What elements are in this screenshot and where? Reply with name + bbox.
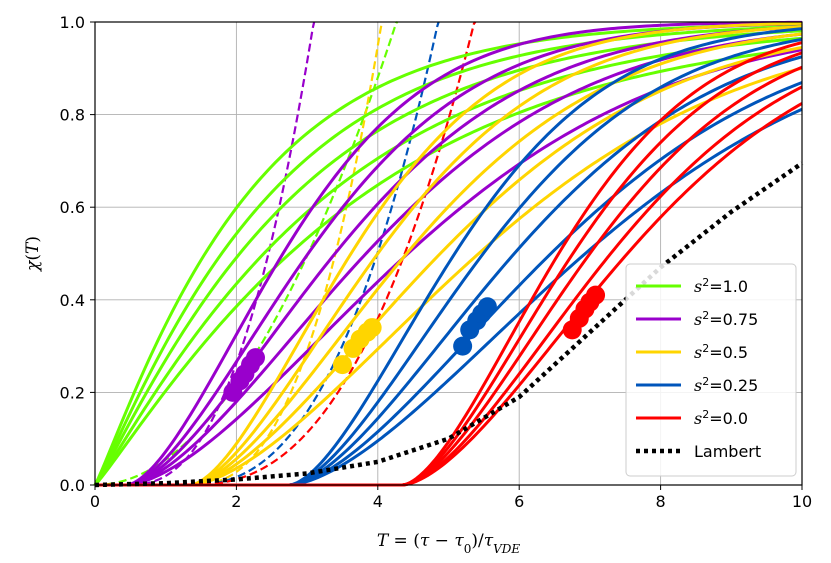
legend: s2=1.0 s2=0.75 s2=0.5 s2=0.25 s2=0.0 Lambert <box>625 263 797 477</box>
series-curve <box>95 25 803 487</box>
y-tick-label: 0.6 <box>60 198 85 217</box>
x-tick-label: 4 <box>373 492 383 511</box>
y-axis-label: χ(T) <box>23 236 43 272</box>
data-point <box>362 318 382 338</box>
data-point <box>477 297 497 317</box>
data-point <box>245 348 265 368</box>
markers <box>223 285 606 402</box>
data-point <box>453 336 473 356</box>
svg-text:χ(T): χ(T) <box>23 236 43 272</box>
series-curve <box>95 20 803 487</box>
x-tick-labels: 0 2 4 6 8 10 <box>90 492 812 511</box>
data-point <box>586 285 606 305</box>
x-tick-label: 6 <box>514 492 524 511</box>
legend-box <box>625 263 797 477</box>
series-curve <box>95 21 803 487</box>
legend-label: s2=0.25 <box>694 375 758 396</box>
svg-text:T = (τ − τ0)/τVDE: T = (τ − τ0)/τVDE <box>377 531 521 556</box>
y-tick-label: 0.2 <box>60 383 85 402</box>
data-point <box>332 355 352 375</box>
legend-label: Lambert <box>694 442 761 461</box>
series-curve <box>93 25 803 486</box>
dashed-curve <box>95 21 440 487</box>
y-tick-label: 0.4 <box>60 291 85 310</box>
y-tick-label: 0.0 <box>60 476 85 495</box>
dashed-curve <box>95 21 384 487</box>
legend-label: s2=0.5 <box>694 342 748 363</box>
x-tick-label: 2 <box>231 492 241 511</box>
x-tick-label: 8 <box>656 492 666 511</box>
y-tick-labels: 0.0 0.2 0.4 0.6 0.8 1.0 <box>60 13 85 495</box>
series-curve <box>95 32 803 487</box>
y-tick-label: 1.0 <box>60 13 85 32</box>
ticks <box>90 21 803 490</box>
x-tick-label: 10 <box>792 492 812 511</box>
x-tick-label: 0 <box>90 492 100 511</box>
y-tick-label: 0.8 <box>60 106 85 125</box>
series-curve <box>95 32 803 487</box>
series-curve <box>95 66 803 487</box>
x-axis-label: T = (τ − τ0)/τVDE <box>377 531 521 556</box>
legend-label: s2=0.75 <box>694 309 758 330</box>
legend-label: s2=1.0 <box>694 276 748 297</box>
plot-frame <box>94 21 803 486</box>
series-curve <box>93 47 803 487</box>
legend-label: s2=0.0 <box>694 408 748 429</box>
